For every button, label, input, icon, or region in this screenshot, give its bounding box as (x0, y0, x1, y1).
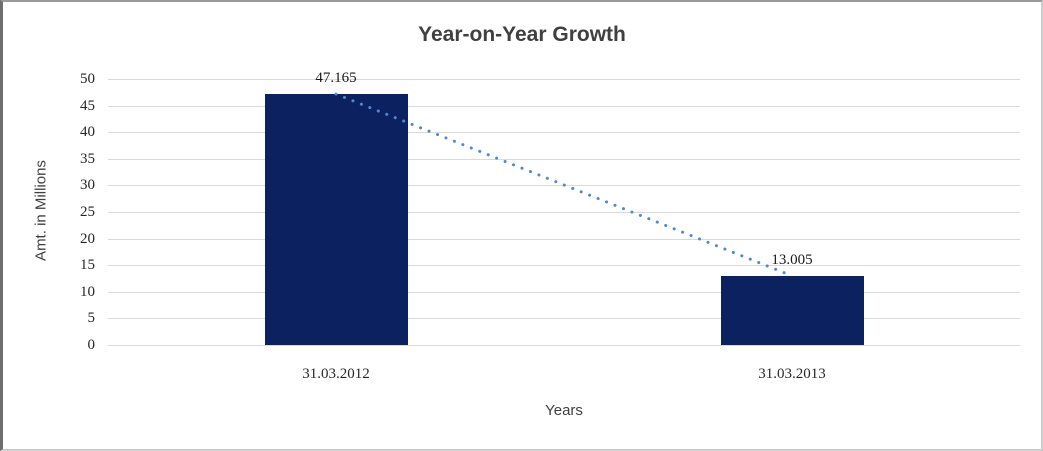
y-tick-label: 25 (80, 204, 95, 220)
y-tick-label: 30 (80, 177, 95, 193)
x-category-label: 31.03.2012 (302, 366, 370, 382)
y-tick-label: 15 (80, 257, 95, 273)
gridline (108, 318, 1020, 319)
y-tick-label: 10 (80, 284, 95, 300)
y-tick-label: 40 (80, 124, 95, 140)
data-label: 47.165 (315, 70, 357, 86)
chart-title: Year-on-Year Growth (418, 23, 626, 46)
gridline (108, 106, 1020, 107)
y-tick-label: 50 (80, 71, 95, 87)
y-tick-label: 20 (80, 231, 95, 247)
x-axis-title: Years (545, 402, 583, 419)
bar-31.03.2012[interactable] (265, 94, 408, 345)
y-tick-label: 5 (87, 310, 96, 326)
y-tick-label: 35 (80, 151, 95, 167)
gridline (108, 265, 1020, 266)
gridline (108, 212, 1020, 213)
y-tick-label: 45 (80, 98, 95, 114)
gridline (108, 159, 1020, 160)
gridline (108, 132, 1020, 133)
bar-31.03.2013[interactable] (721, 276, 864, 345)
x-category-label: 31.03.2013 (758, 366, 826, 382)
gridline (108, 345, 1020, 346)
data-label: 13.005 (771, 252, 813, 268)
gridline (108, 239, 1020, 240)
gridline (108, 79, 1020, 80)
gridline (108, 185, 1020, 186)
y-tick-label: 0 (87, 337, 96, 353)
gridline (108, 292, 1020, 293)
